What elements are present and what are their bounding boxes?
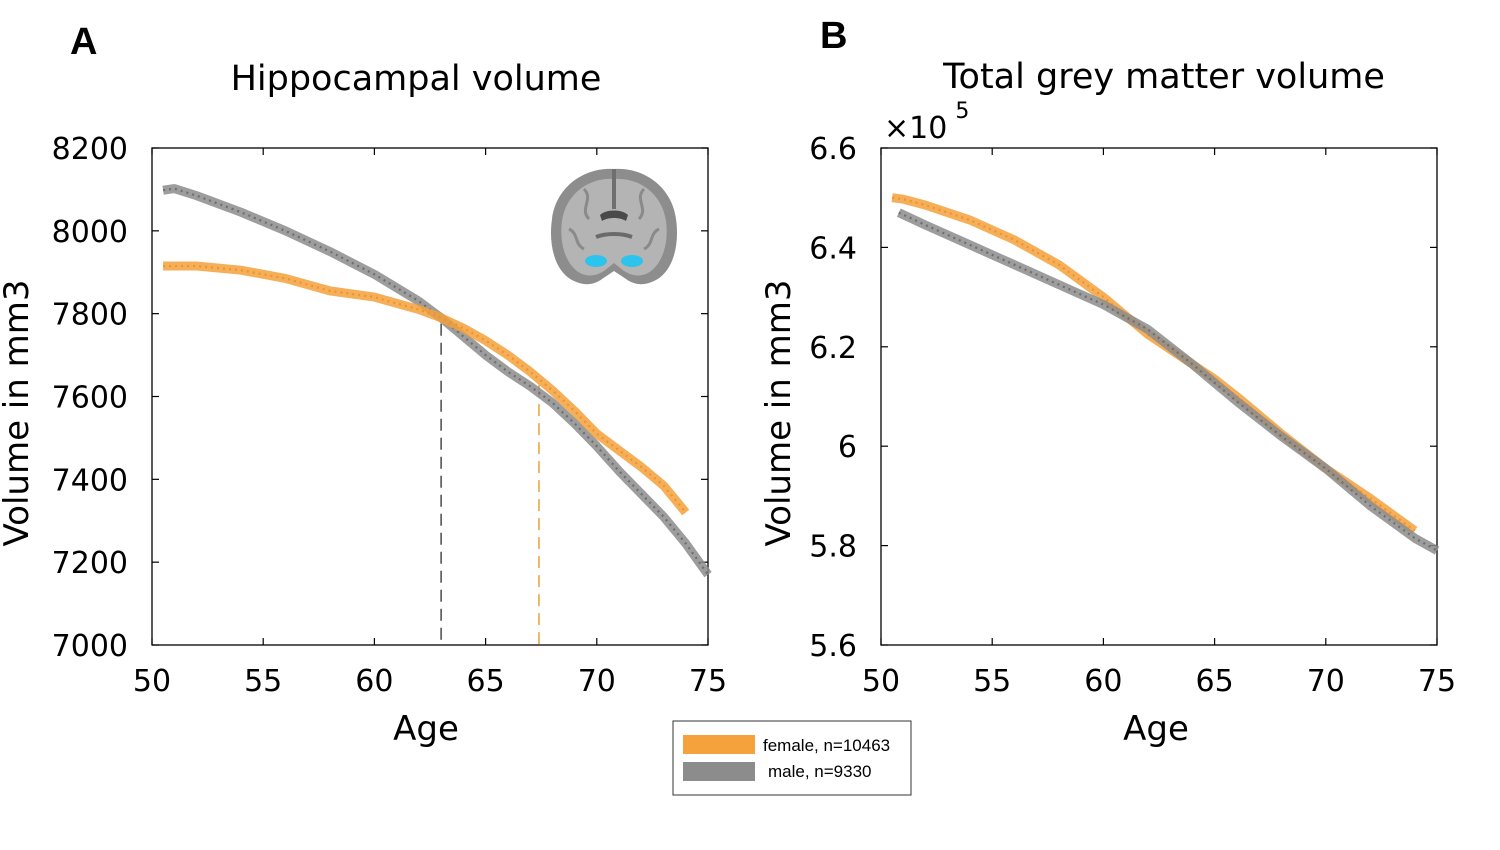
panel-b-y-tick-label: 5.6 [809,629,857,664]
panel-b-plot: 50 55 60 65 70 75 5.6 5.8 6 6.2 6.4 6.6 [809,132,1456,699]
panel-b-y-tick-label: 6.4 [809,231,857,266]
panel-a-y-tick-label: 7600 [52,381,128,416]
panel-a-female-band [163,261,690,516]
panel-a-title: Hippocampal volume [231,59,602,99]
panel-letter-a: A [70,21,97,63]
panel-b-axes-frame [880,147,1438,646]
panel-a-y-tick-label: 8000 [52,215,128,250]
panel-a-x-axis-label: Age [393,709,459,749]
panel-letter-b: B [820,15,847,57]
panel-b-y-tick-label: 6.6 [809,132,857,167]
panel-a-x-tick-label: 55 [244,664,282,699]
legend: female, n=10463 male, n=9330 [672,720,912,796]
panel-a-y-axis-label: Volume in mm3 [0,280,37,547]
legend-box [672,720,912,796]
panel-a-y-tick-label: 8200 [52,132,128,167]
panel-a-x-tick-label: 75 [689,664,727,699]
panel-b-y-tick-label: 5.8 [809,530,857,565]
panel-b-x-tick-label: 60 [1084,664,1122,699]
panel-b-y-tick-label: 6 [838,430,857,465]
panel-b-y-tick-label: 6.2 [809,331,857,366]
legend-swatch-male [683,762,755,781]
brain-inset-image [548,164,680,294]
panel-a-y-tick-label: 7200 [52,546,128,581]
panel-a-y-tick-label: 7800 [52,298,128,333]
legend-label-female: female, n=10463 [763,736,890,755]
panel-b-title: Total grey matter volume [942,57,1385,97]
panel-a-y-tick-label: 7400 [52,463,128,498]
panel-a-x-tick-label: 65 [467,664,505,699]
panel-b-x-axis-label: Age [1123,709,1189,749]
panel-b-x-tick-label: 70 [1307,664,1345,699]
panel-a-male-line [162,187,709,576]
panel-a-plot: 50 55 60 65 70 75 7000 7200 7400 7600 7800 8000 8200 [52,132,727,699]
panel-b-axis-multiplier: ×10 5 [884,99,969,146]
panel-b-male-band [896,208,1440,555]
panel-b-x-tick-label: 50 [862,664,900,699]
panel-a-y-tick-label: 7000 [52,629,128,664]
panel-b-x-tick-label: 75 [1418,664,1456,699]
panel-b-y-axis-label: Volume in mm3 [759,280,799,547]
axis-multiplier-exponent: 5 [955,99,969,124]
legend-label-male: male, n=9330 [768,762,872,781]
panel-a-x-tick-label: 70 [578,664,616,699]
panel-a-x-tick-label: 60 [355,664,393,699]
panel-a-x-tick-label: 50 [133,664,171,699]
axis-multiplier-base: ×10 [884,111,947,146]
panel-b-x-tick-label: 65 [1196,664,1234,699]
legend-swatch-female [683,735,755,754]
panel-b-x-tick-label: 55 [973,664,1011,699]
